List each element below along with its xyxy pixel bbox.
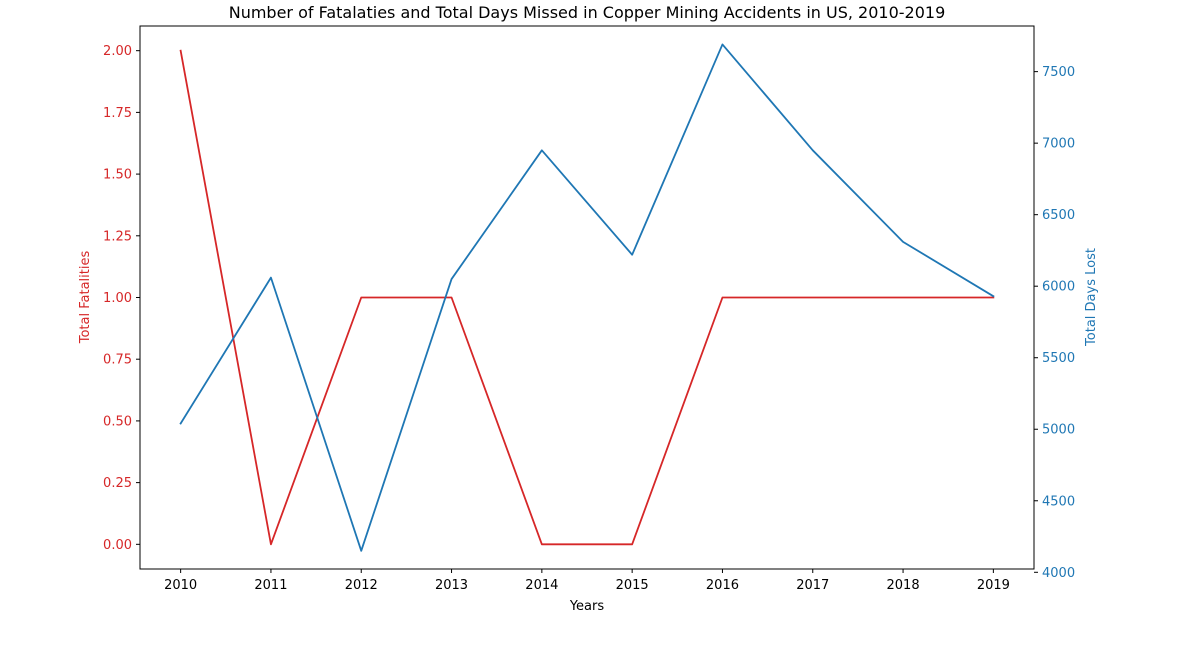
x-tick-label: 2011 <box>254 578 287 593</box>
right-tick-label: 7000 <box>1042 137 1075 152</box>
left-tick-label: 1.50 <box>103 168 132 183</box>
left-tick-label: 1.25 <box>103 229 132 244</box>
series-line-fatalities <box>179 49 995 546</box>
right-tick-label: 4000 <box>1042 566 1075 581</box>
right-tick-label: 5000 <box>1042 423 1075 438</box>
series-line-days-lost <box>179 43 995 552</box>
x-tick-label: 2017 <box>796 578 829 593</box>
right-tick-label: 6000 <box>1042 280 1075 295</box>
x-axis-label: Years <box>569 599 605 614</box>
x-tick-label: 2016 <box>706 578 739 593</box>
right-axis-label: Total Days Lost <box>1084 248 1099 347</box>
right-tick-label: 7500 <box>1042 65 1075 80</box>
right-tick-label: 4500 <box>1042 494 1075 509</box>
left-tick-label: 0.00 <box>103 538 132 553</box>
left-tick-label: 0.75 <box>103 353 132 368</box>
right-tick-label: 6500 <box>1042 208 1075 223</box>
right-tick-label: 5500 <box>1042 351 1075 366</box>
left-tick-label: 0.50 <box>103 414 132 429</box>
left-axis-label: Total Fatalities <box>78 251 93 345</box>
left-tick-label: 1.00 <box>103 291 132 306</box>
left-tick-label: 2.00 <box>103 44 132 59</box>
left-tick-label: 1.75 <box>103 106 132 121</box>
x-tick-label: 2015 <box>616 578 649 593</box>
x-tick-label: 2013 <box>435 578 468 593</box>
left-tick-label: 0.25 <box>103 476 132 491</box>
x-tick-label: 2014 <box>525 578 558 593</box>
x-tick-label: 2010 <box>164 578 197 593</box>
plot-area: 2010 2011 2012 2013 2014 2015 2016 2017 2018 2019… <box>103 43 1075 593</box>
x-tick-label: 2018 <box>887 578 920 593</box>
x-tick-label: 2019 <box>977 578 1010 593</box>
plot-frame <box>139 25 1035 570</box>
chart-title: Number of Fatalaties and Total Days Miss… <box>229 3 946 22</box>
x-tick-label: 2012 <box>345 578 378 593</box>
